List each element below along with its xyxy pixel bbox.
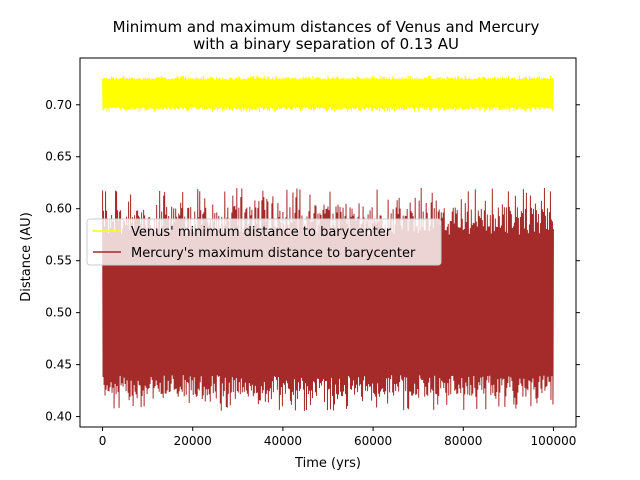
y-tick-label: 0.50: [45, 306, 72, 320]
y-axis-label: Distance (AU): [19, 212, 34, 302]
chart-title-line-2: with a binary separation of 0.13 AU: [193, 35, 459, 53]
y-tick-label: 0.60: [45, 202, 72, 216]
y-tick-label: 0.45: [45, 358, 72, 372]
axis-ticks: 0 20000 40000 60000 80000 100000 0.40 0.45 0.50 0…: [45, 98, 580, 448]
x-tick-label: 60000: [354, 434, 392, 448]
legend-label-venus: Venus' minimum distance to barycenter: [131, 225, 392, 240]
chart-title-line-1: Minimum and maximum distances of Venus a…: [113, 18, 540, 36]
y-tick-label: 0.70: [45, 98, 72, 112]
y-tick-label: 0.40: [45, 410, 72, 424]
x-tick-label: 0: [99, 434, 107, 448]
y-tick-label: 0.65: [45, 150, 72, 164]
x-tick-label: 100000: [531, 434, 577, 448]
x-tick-label: 80000: [444, 434, 482, 448]
series-line-0: [102, 75, 554, 113]
legend: Venus' minimum distance to barycenter Me…: [86, 218, 442, 266]
x-tick-label: 20000: [174, 434, 212, 448]
axes-frame: [79, 57, 577, 428]
y-tick-label: 0.55: [45, 254, 72, 268]
legend-label-mercury: Mercury's maximum distance to barycenter: [131, 246, 416, 261]
x-axis-label: Time (yrs): [294, 456, 361, 471]
legend-box: [86, 218, 442, 266]
x-tick-label: 40000: [264, 434, 302, 448]
